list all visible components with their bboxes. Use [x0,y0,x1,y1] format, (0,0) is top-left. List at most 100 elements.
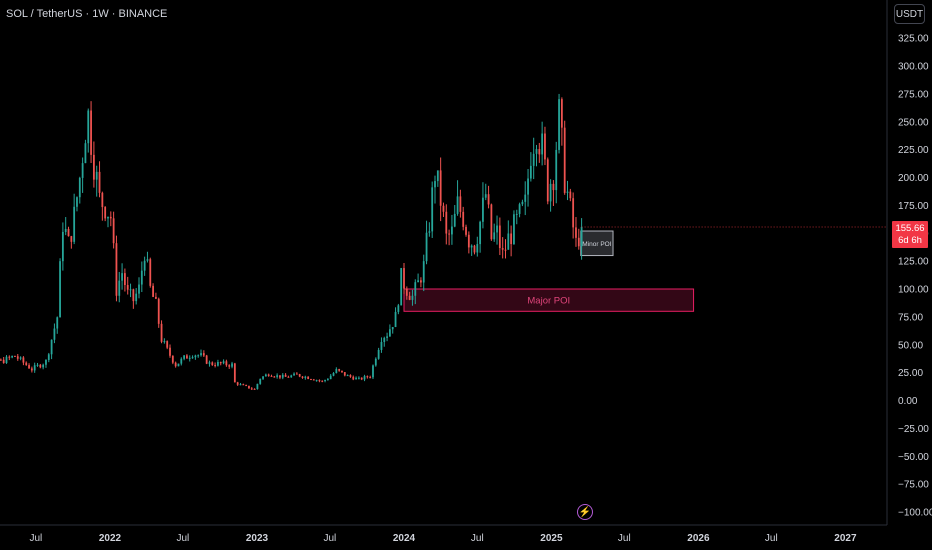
candle-body [436,170,439,182]
currency-unit-button[interactable]: USDT [894,4,925,24]
candle-body [276,375,279,377]
price-tick-label: −100.00 [898,508,932,519]
candle-body [338,369,341,371]
candle-body [357,377,360,379]
candle-body [183,355,186,359]
candle-body [521,201,524,205]
candle-body [129,289,132,291]
symbol-title[interactable]: SOL / TetherUS · 1W · BINANCE [6,8,168,20]
candle-body [155,296,157,299]
minor-poi-zone[interactable] [580,230,614,257]
candle-body [202,353,205,356]
candle-body [143,260,146,271]
candle-body [92,154,95,180]
major-poi-zone[interactable] [403,288,695,312]
candle-body [118,280,121,296]
candle-body [124,273,126,286]
candle-body [270,375,273,377]
candle-body [405,288,408,296]
candle-body [515,213,518,215]
candle-body [160,323,163,342]
candle-body [186,355,188,359]
candle-body [566,191,569,193]
candle-body [575,227,577,238]
time-tick-label: Jul [765,533,778,544]
candle-body [484,194,487,198]
candle-body [11,355,14,358]
candle-body [200,353,202,356]
candle-body [434,181,436,188]
candle-body [112,218,115,244]
candle-body [256,383,259,390]
candle-body [174,362,177,367]
candle-body [25,362,28,366]
candle-body [372,365,374,378]
candle-body [535,149,538,154]
candle-body [453,213,456,227]
candle-body [253,388,256,390]
candle-body [214,365,217,367]
time-tick-label: Jul [618,533,631,544]
candle-body [324,379,326,382]
candle-body [445,211,448,234]
candle-body [135,293,138,302]
candle-body [70,236,73,242]
candle-body [264,374,267,377]
lightning-bolt-icon[interactable]: ⚡ [577,504,593,520]
candle-body [400,268,403,306]
candle-body [236,382,239,385]
candle-body [524,194,527,202]
candle-body [442,205,445,212]
candle-body [267,374,270,376]
candle-body [496,225,498,233]
candle-body [157,298,160,324]
candle-body [541,133,544,155]
candle-body [307,376,310,380]
candle-body [504,249,507,251]
candle-body [527,178,529,195]
candle-body [39,364,42,368]
time-tick-label: Jul [471,533,484,544]
price-tick-label: 75.00 [898,312,923,323]
candle-body [335,369,338,374]
candle-body [349,375,352,377]
candle-body [146,259,149,261]
candle-body [462,211,465,227]
candle-body [194,355,197,358]
price-tick-label: −75.00 [898,480,929,491]
candle-body [295,373,298,375]
time-tick-label: Jul [29,533,42,544]
candle-body [90,110,92,155]
price-tick-label: 200.00 [898,173,929,184]
candle-body [518,204,521,214]
candle-body [315,380,318,382]
candle-body [380,341,383,350]
price-axis[interactable]: 325.00 300.00 275.00 250.00 225.00 200.00 175.… [898,34,932,519]
candle-body [549,183,552,202]
candle-body [59,261,61,318]
candle-body [42,364,45,368]
time-axis[interactable]: Jul 2022 Jul 2023 Jul 2024 Jul 2025 Jul 2026 Jul 20… [29,533,856,544]
time-tick-label: Jul [323,533,336,544]
candle-body [544,133,546,160]
candle-body [560,99,563,128]
candle-body [397,305,400,312]
candle-body [262,376,264,379]
candle-body [420,280,422,283]
candle-body [507,233,510,250]
candle-body [166,341,169,348]
candle-body [101,192,104,208]
candle-body [391,327,394,330]
candle-body [47,354,50,360]
candle-body [326,379,329,381]
candle-body [374,358,377,366]
candle-body [30,368,33,371]
price-tick-label: −25.00 [898,424,929,435]
candle-body [386,336,388,338]
candle-body [22,357,25,363]
candle-body [473,245,476,253]
last-price-tag: 155.66 6d 6h [892,221,928,248]
candle-body [577,237,580,247]
poi-zones: Major POI Minor POI [403,230,695,312]
